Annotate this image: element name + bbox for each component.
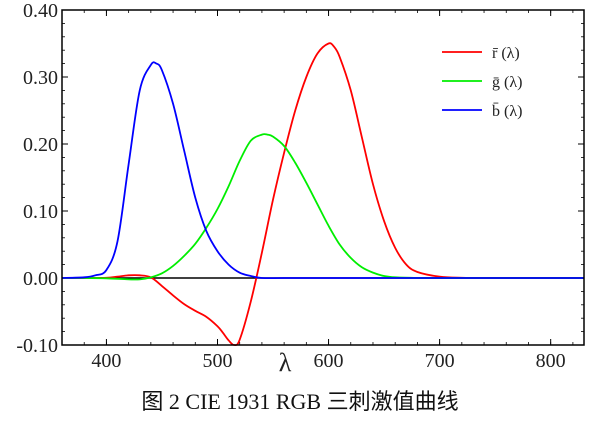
y-tick-label: 0.30 [23, 67, 58, 89]
legend-label: ḡ (λ) [492, 74, 522, 91]
b-bar-curve [61, 61, 584, 280]
legend-entry-r-bar: r̄ (λ) [442, 45, 520, 62]
x-tick-label: 700 [425, 350, 455, 372]
chart: -0.10 0.00 0.10 0.20 0.30 0.40 400 500 600 700 80… [16, 0, 585, 377]
series-layer [61, 42, 584, 347]
legend-entry-g-bar: ḡ (λ) [442, 74, 522, 91]
g-bar-curve [61, 133, 584, 281]
plot-frame [61, 9, 585, 346]
y-tick-label: 0.40 [23, 0, 58, 22]
x-axis: 400 500 600 700 800 [83, 10, 574, 372]
x-tick-label: 600 [314, 350, 344, 372]
x-tick-label: 500 [202, 350, 232, 372]
x-axis-label: λ [279, 348, 292, 377]
r-bar-curve [61, 42, 584, 347]
figure-caption: 图 2 CIE 1931 RGB 三刺激值曲线 [141, 389, 459, 414]
legend-label: b̄ (λ) [492, 102, 522, 120]
legend: r̄ (λ) ḡ (λ) b̄ (λ) [442, 45, 522, 120]
legend-label: r̄ (λ) [492, 45, 520, 62]
x-tick-label: 800 [536, 350, 566, 372]
y-tick-label: 0.00 [23, 268, 58, 290]
y-axis: -0.10 0.00 0.10 0.20 0.30 0.40 [16, 0, 584, 357]
legend-entry-b-bar: b̄ (λ) [442, 102, 522, 120]
x-tick-label: 400 [91, 350, 121, 372]
y-tick-label: -0.10 [16, 335, 58, 357]
y-tick-label: 0.20 [23, 134, 58, 156]
y-tick-label: 0.10 [23, 201, 58, 223]
